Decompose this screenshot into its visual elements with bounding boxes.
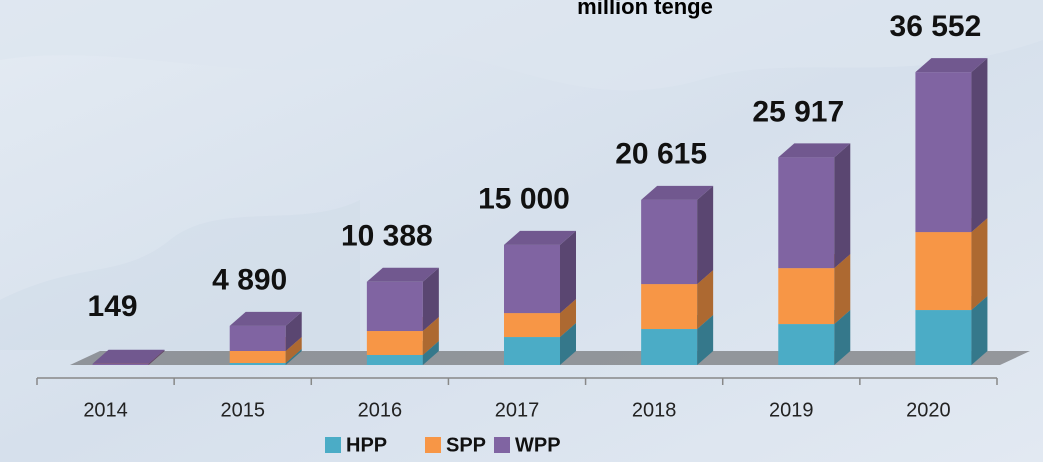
- bar-segment: [229, 350, 286, 363]
- bar-side: [285, 311, 302, 351]
- total-label: 4 890: [212, 264, 287, 297]
- legend-label: WPP: [515, 434, 561, 456]
- bar-segment: [915, 72, 972, 233]
- legend-swatch: [494, 437, 510, 453]
- x-tick-label: 2014: [83, 399, 128, 421]
- bar-segment: [366, 331, 423, 355]
- bar-side: [422, 267, 439, 332]
- bar-side: [834, 143, 851, 269]
- bar-segment: [915, 310, 972, 365]
- total-label: 20 615: [615, 138, 707, 171]
- legend-label: HPP: [346, 434, 387, 456]
- bar-top: [778, 143, 851, 158]
- bar-top: [229, 311, 302, 326]
- bar-segment: [778, 268, 835, 325]
- bar-segment: [504, 313, 560, 338]
- bar-top: [92, 349, 165, 364]
- bar-side: [422, 340, 439, 365]
- legend-label: SPP: [446, 434, 486, 456]
- bar-segment: [641, 329, 698, 365]
- bar-side: [971, 218, 988, 311]
- bar-segment: [504, 337, 560, 365]
- total-label: 15 000: [478, 183, 570, 216]
- map-shape: [0, 0, 1043, 91]
- bar-top: [504, 230, 576, 245]
- bar-segment: [504, 244, 560, 314]
- bar-top: [641, 185, 714, 200]
- bar-side: [285, 336, 302, 363]
- bar-segment: [229, 325, 286, 351]
- bar-top: [366, 267, 439, 282]
- total-label: 36 552: [890, 10, 982, 43]
- bar-side: [834, 310, 851, 365]
- bar-side: [422, 317, 439, 355]
- bar-segment: [366, 281, 423, 332]
- bar-side: [697, 185, 714, 285]
- legend-swatch: [425, 437, 441, 453]
- total-label: 25 917: [752, 95, 844, 128]
- bar-top: [915, 58, 988, 73]
- bar-side: [834, 254, 851, 325]
- bar-side: [971, 296, 988, 365]
- x-tick-label: 2017: [495, 399, 540, 421]
- bar-side: [697, 270, 714, 330]
- bar-side: [285, 348, 302, 365]
- bar-segment: [641, 284, 698, 330]
- x-tick-label: 2015: [220, 399, 265, 421]
- x-tick-label: 2016: [358, 399, 403, 421]
- bar-segment: [915, 232, 972, 311]
- x-tick-label: 2020: [906, 399, 951, 421]
- bar-side: [560, 299, 576, 338]
- bar-side: [560, 323, 576, 365]
- bar-side: [560, 230, 576, 314]
- bar-segment: [229, 362, 286, 365]
- total-label: 149: [88, 290, 138, 323]
- bar-side: [971, 58, 988, 233]
- bar-segment: [778, 324, 835, 365]
- bar-side: [697, 315, 714, 365]
- chart-title: million tenge: [577, 0, 713, 19]
- bar-segment: [366, 354, 423, 365]
- bar-segment: [641, 199, 698, 285]
- total-label: 10 388: [341, 220, 433, 253]
- x-tick-label: 2019: [769, 399, 814, 421]
- bar-side: [148, 349, 165, 365]
- bar-segment: [92, 363, 149, 365]
- legend-swatch: [325, 437, 341, 453]
- x-tick-label: 2018: [632, 399, 677, 421]
- bar-segment: [778, 157, 835, 269]
